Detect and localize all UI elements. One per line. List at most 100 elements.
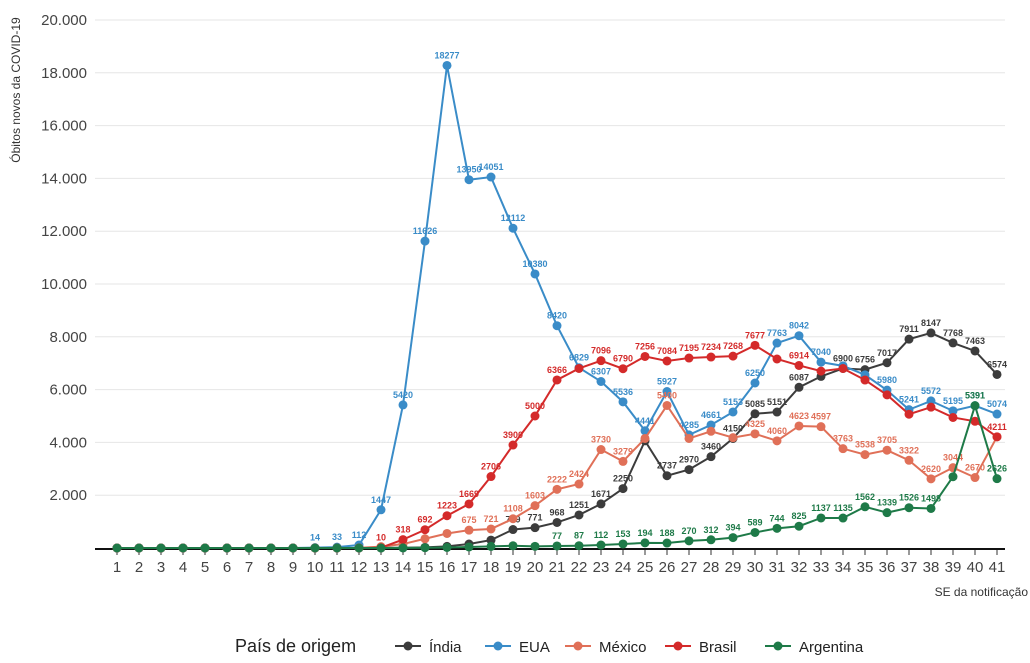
data-point bbox=[750, 409, 760, 419]
data-label: 6250 bbox=[745, 368, 765, 378]
data-point bbox=[706, 426, 716, 436]
data-label: 5572 bbox=[921, 386, 941, 396]
x-tick-label: 14 bbox=[395, 559, 412, 576]
data-label: 589 bbox=[747, 517, 762, 527]
data-point bbox=[574, 479, 584, 489]
data-point bbox=[794, 521, 804, 531]
data-label: 5400 bbox=[657, 390, 677, 400]
data-label: 2424 bbox=[569, 469, 589, 479]
data-point bbox=[640, 433, 650, 443]
data-label: 5151 bbox=[767, 397, 787, 407]
x-tick-label: 3 bbox=[157, 559, 165, 576]
data-label: 1135 bbox=[833, 503, 853, 513]
y-tick-label: 18.000 bbox=[41, 65, 87, 82]
data-point bbox=[398, 535, 408, 545]
data-point bbox=[442, 528, 452, 538]
data-point bbox=[618, 456, 628, 466]
legend-key-marker bbox=[403, 641, 413, 651]
data-point bbox=[684, 536, 694, 546]
data-point bbox=[904, 334, 914, 344]
y-tick-label: 2.000 bbox=[49, 487, 87, 504]
data-label: 7256 bbox=[635, 341, 655, 351]
data-point bbox=[266, 543, 276, 553]
data-point bbox=[486, 541, 496, 551]
x-tick-label: 8 bbox=[267, 559, 275, 576]
data-point bbox=[882, 390, 892, 400]
data-point bbox=[728, 433, 738, 443]
data-point bbox=[640, 538, 650, 548]
data-point bbox=[618, 364, 628, 374]
data-label: 318 bbox=[395, 525, 410, 535]
data-point bbox=[662, 538, 672, 548]
legend-item-label: Índia bbox=[429, 639, 462, 656]
data-point bbox=[838, 513, 848, 523]
legend-key-marker bbox=[673, 641, 683, 651]
data-point bbox=[750, 340, 760, 350]
x-tick-label: 40 bbox=[967, 559, 984, 576]
data-point bbox=[596, 499, 606, 509]
data-point bbox=[618, 484, 628, 494]
data-label: 112 bbox=[352, 530, 367, 540]
data-point bbox=[552, 375, 562, 385]
data-point bbox=[904, 503, 914, 513]
data-label: 194 bbox=[637, 528, 652, 538]
x-tick-label: 2 bbox=[135, 559, 143, 576]
data-point bbox=[596, 445, 606, 455]
data-label: 1526 bbox=[899, 493, 919, 503]
y-tick-label: 8.000 bbox=[49, 329, 87, 346]
data-point bbox=[882, 445, 892, 455]
data-label: 2670 bbox=[965, 463, 985, 473]
data-point bbox=[508, 541, 518, 551]
data-point bbox=[508, 223, 518, 233]
data-label: 4661 bbox=[701, 410, 721, 420]
data-point bbox=[486, 535, 496, 545]
data-label: 825 bbox=[791, 511, 806, 521]
data-point bbox=[574, 363, 584, 373]
y-tick-label: 20.000 bbox=[41, 12, 87, 29]
data-label: 312 bbox=[703, 525, 718, 535]
x-tick-label: 9 bbox=[289, 559, 297, 576]
data-label: 10380 bbox=[522, 259, 547, 269]
x-tick-label: 21 bbox=[549, 559, 566, 576]
data-point bbox=[530, 269, 540, 279]
y-tick-label: 4.000 bbox=[49, 434, 87, 451]
x-tick-label: 26 bbox=[659, 559, 676, 576]
data-point bbox=[684, 353, 694, 363]
x-tick-label: 25 bbox=[637, 559, 654, 576]
data-label: 5153 bbox=[723, 397, 743, 407]
data-point bbox=[904, 455, 914, 465]
data-point bbox=[838, 363, 848, 373]
data-label: 7084 bbox=[657, 346, 677, 356]
data-point bbox=[464, 499, 474, 509]
data-label: 33 bbox=[332, 532, 342, 542]
data-label: 5241 bbox=[899, 395, 919, 405]
data-point bbox=[948, 406, 958, 416]
data-point bbox=[288, 543, 298, 553]
data-label: 1251 bbox=[569, 500, 589, 510]
data-label: 4285 bbox=[679, 420, 699, 430]
data-label: 7463 bbox=[965, 336, 985, 346]
data-point bbox=[618, 397, 628, 407]
legend-item-label: México bbox=[599, 639, 647, 656]
x-tick-label: 15 bbox=[417, 559, 434, 576]
data-label: 721 bbox=[483, 514, 498, 524]
x-tick-label: 24 bbox=[615, 559, 632, 576]
data-point bbox=[772, 407, 782, 417]
y-tick-label: 16.000 bbox=[41, 118, 87, 135]
data-label: 6087 bbox=[789, 372, 809, 382]
data-label: 6914 bbox=[789, 350, 809, 360]
data-point bbox=[178, 543, 188, 553]
data-point bbox=[750, 429, 760, 439]
data-label: 5420 bbox=[393, 390, 413, 400]
data-point bbox=[816, 366, 826, 376]
data-point bbox=[420, 525, 430, 535]
x-tick-label: 13 bbox=[373, 559, 390, 576]
data-label: 6900 bbox=[833, 353, 853, 363]
x-tick-label: 22 bbox=[571, 559, 588, 576]
x-tick-label: 31 bbox=[769, 559, 786, 576]
data-point bbox=[816, 357, 826, 367]
legend-item-label: Brasil bbox=[699, 639, 737, 656]
data-point bbox=[684, 465, 694, 475]
